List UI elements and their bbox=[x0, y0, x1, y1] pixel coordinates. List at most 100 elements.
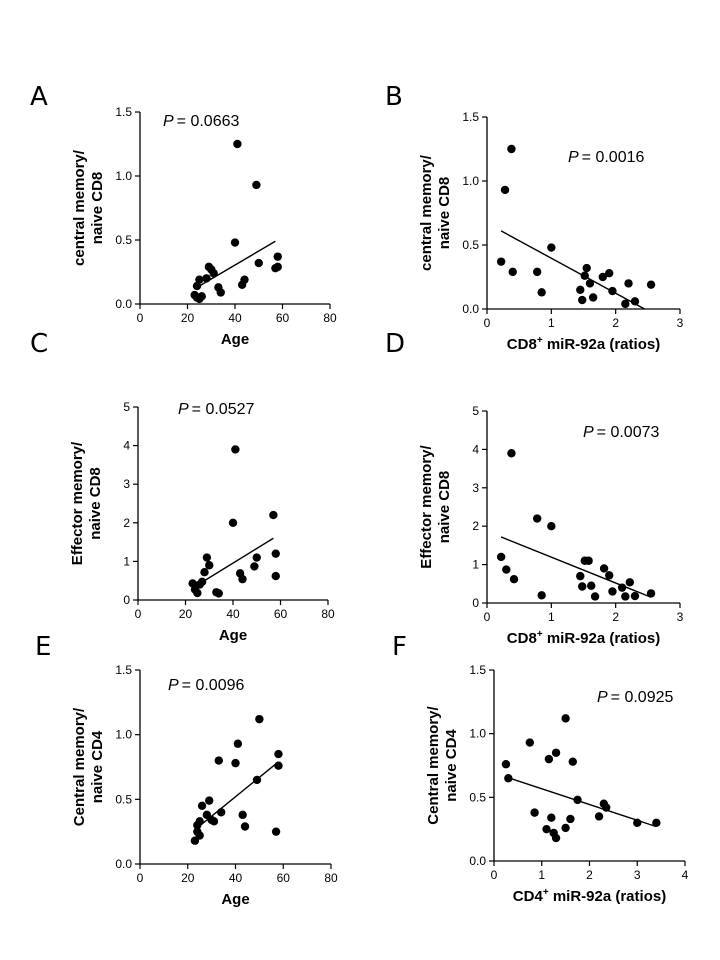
x-tick-label: 80 bbox=[323, 311, 337, 325]
panel-letter: E bbox=[35, 632, 51, 662]
y-tick-label: 5 bbox=[472, 404, 479, 418]
x-axis-label-superscript: + bbox=[537, 335, 543, 346]
data-point bbox=[590, 592, 600, 601]
data-point bbox=[273, 252, 282, 261]
y-axis-label-line: naive CD8 bbox=[436, 471, 453, 544]
y-axis-label-line: naive CD4 bbox=[89, 730, 106, 803]
data-point bbox=[537, 288, 546, 297]
data-point bbox=[216, 808, 226, 817]
regression-line bbox=[194, 537, 274, 588]
data-point bbox=[214, 589, 223, 598]
x-tick-label: 0 bbox=[135, 607, 142, 621]
x-tick-label: 80 bbox=[321, 607, 335, 621]
data-point bbox=[197, 292, 206, 301]
y-axis-label-line: naive CD4 bbox=[443, 729, 460, 802]
x-tick-label: 80 bbox=[324, 871, 338, 885]
data-point bbox=[551, 748, 561, 757]
data-point bbox=[205, 561, 214, 570]
y-tick-label: 0.5 bbox=[469, 790, 486, 804]
y-tick-label: 1.5 bbox=[115, 663, 132, 677]
data-point bbox=[238, 810, 247, 820]
data-point bbox=[271, 549, 280, 558]
data-point bbox=[192, 281, 202, 291]
panel-e: E 0 20 40 60 80 0.0 0.5 1.0 1.5 Age Central memory/… bbox=[35, 632, 338, 908]
data-point bbox=[274, 761, 283, 770]
panel-c: C 0 20 40 60 80 0 1 2 3 4 5 Age Effector memory/naive… bbox=[30, 329, 335, 644]
y-tick-label: 3 bbox=[123, 477, 130, 491]
p-symbol: P bbox=[163, 113, 174, 130]
x-axis-label-rest: miR-92a (ratios) bbox=[543, 336, 661, 353]
data-point bbox=[585, 279, 595, 288]
data-point bbox=[547, 813, 556, 822]
data-point bbox=[195, 831, 204, 840]
x-axis-label-rest: miR-92a (ratios) bbox=[543, 630, 661, 647]
y-tick-label: 0.0 bbox=[115, 857, 132, 871]
data-point bbox=[252, 553, 261, 562]
data-point bbox=[231, 445, 240, 454]
data-point bbox=[630, 297, 640, 306]
p-value-annotation: P = 0.0016 bbox=[568, 149, 645, 166]
y-axis-label-line: central memory/ bbox=[418, 154, 435, 271]
x-tick-label: 3 bbox=[634, 868, 641, 882]
p-value: = 0.0016 bbox=[582, 149, 645, 166]
data-point bbox=[507, 144, 516, 154]
data-point bbox=[202, 274, 211, 283]
data-point bbox=[501, 760, 511, 769]
x-axis-label: Age bbox=[221, 891, 249, 908]
x-tick-label: 0 bbox=[484, 316, 491, 330]
data-point bbox=[504, 774, 513, 783]
data-point bbox=[231, 758, 240, 768]
data-point bbox=[624, 279, 633, 288]
data-point bbox=[250, 562, 259, 571]
x-tick-label: 2 bbox=[586, 868, 593, 882]
x-tick-label: 20 bbox=[181, 871, 195, 885]
data-point bbox=[205, 796, 214, 805]
data-point bbox=[252, 775, 262, 785]
p-symbol: P bbox=[597, 689, 608, 706]
data-point bbox=[578, 582, 587, 591]
data-point bbox=[561, 714, 570, 723]
x-axis-label-main: CD4 bbox=[513, 888, 544, 905]
data-point bbox=[240, 822, 250, 831]
y-axis-label: Central memory/naive CD4 bbox=[71, 707, 106, 826]
p-value-annotation: P = 0.0925 bbox=[597, 689, 674, 706]
data-point bbox=[566, 814, 575, 824]
data-point bbox=[240, 275, 249, 284]
p-value-annotation: P = 0.0663 bbox=[163, 113, 240, 130]
y-axis-label: central memory/naive CD8 bbox=[418, 154, 453, 271]
x-axis-label: Age bbox=[221, 331, 249, 348]
x-axis-label-main: CD8 bbox=[507, 336, 537, 353]
data-point bbox=[202, 553, 212, 562]
x-axis-label: CD8+ miR-92a (ratios) bbox=[507, 629, 660, 647]
x-tick-label: 0 bbox=[137, 871, 144, 885]
y-axis-label: Effector memory/naive CD8 bbox=[69, 441, 104, 565]
data-point bbox=[496, 257, 506, 266]
x-tick-label: 1 bbox=[548, 610, 555, 624]
y-tick-label: 0 bbox=[123, 593, 130, 607]
data-point bbox=[252, 180, 261, 190]
y-tick-label: 1.0 bbox=[115, 728, 132, 742]
x-axis-label-main: CD8 bbox=[507, 630, 537, 647]
p-symbol: P bbox=[178, 401, 189, 418]
panel-letter: A bbox=[30, 82, 48, 112]
y-tick-label: 0.0 bbox=[462, 302, 479, 316]
data-point bbox=[530, 808, 539, 817]
y-axis-label: Central memory/naive CD4 bbox=[425, 705, 460, 824]
data-point bbox=[228, 518, 238, 527]
y-axis-label-line: naive CD8 bbox=[89, 172, 106, 245]
data-point bbox=[544, 754, 554, 764]
y-tick-label: 1.0 bbox=[115, 169, 132, 183]
x-axis-label-main: Age bbox=[221, 891, 249, 908]
x-tick-label: 60 bbox=[277, 871, 291, 885]
x-tick-label: 20 bbox=[179, 607, 193, 621]
x-axis-label-superscript: + bbox=[543, 887, 549, 898]
data-point bbox=[542, 824, 551, 834]
p-value-annotation: P = 0.0073 bbox=[583, 424, 660, 441]
data-point bbox=[230, 238, 240, 247]
y-tick-label: 2 bbox=[123, 516, 130, 530]
x-tick-label: 40 bbox=[228, 311, 242, 325]
data-point bbox=[561, 823, 570, 833]
data-point bbox=[578, 295, 587, 305]
